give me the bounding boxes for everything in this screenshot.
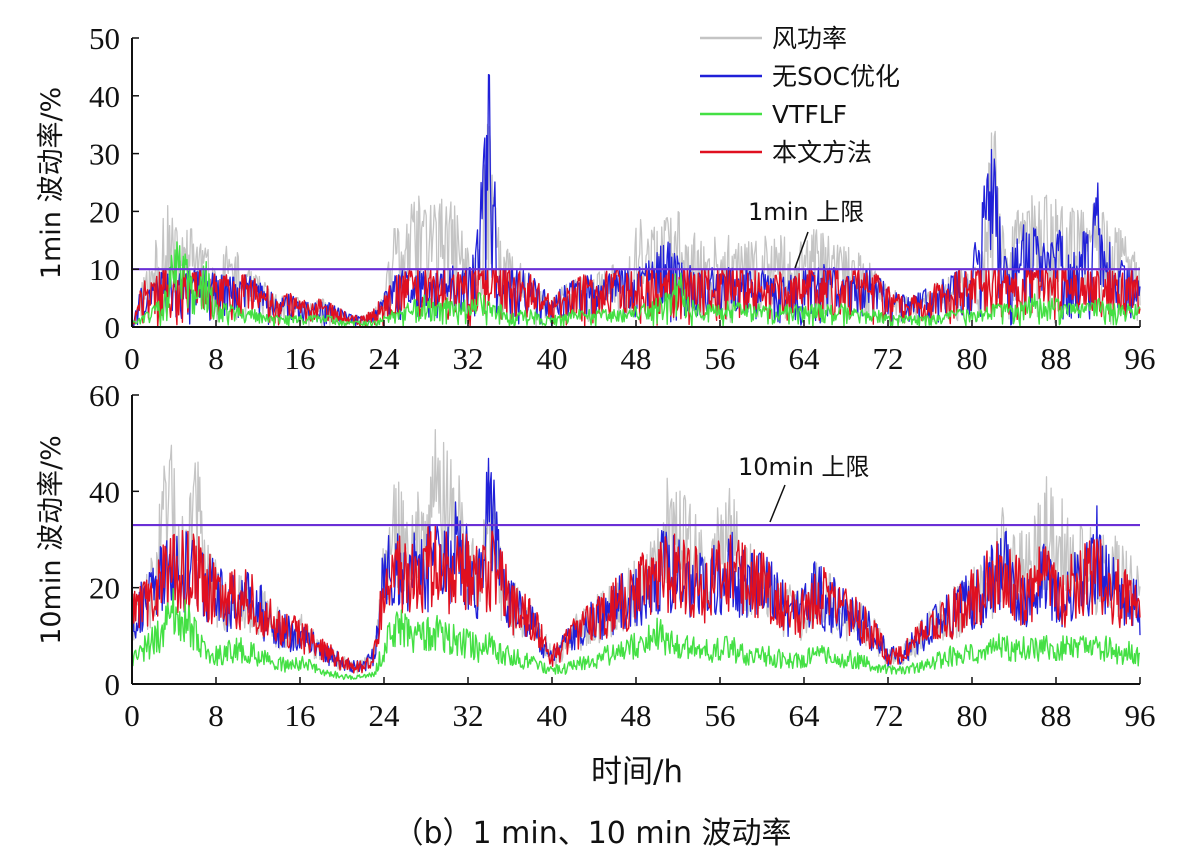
x-tick-label: 0 <box>124 341 140 376</box>
legend-label-proposed: 本文方法 <box>772 138 872 167</box>
x-tick-label: 8 <box>208 698 224 733</box>
x-axis-label: 时间/h <box>591 754 683 790</box>
y-tick-label: 60 <box>89 378 120 413</box>
y-tick-label: 20 <box>89 571 120 606</box>
x-tick-label: 48 <box>621 698 652 733</box>
x-tick-label: 96 <box>1125 341 1156 376</box>
x-tick-label: 16 <box>285 698 316 733</box>
y-tick-label: 20 <box>89 194 120 229</box>
limit-annotation-pointer-10min <box>769 484 786 523</box>
x-tick-label: 8 <box>208 341 224 376</box>
legend-label-wind: 风功率 <box>772 24 847 53</box>
x-tick-label: 80 <box>957 698 988 733</box>
y-tick-label: 0 <box>105 310 121 345</box>
x-tick-label: 88 <box>1041 698 1072 733</box>
x-tick-label: 96 <box>1125 698 1156 733</box>
y-tick-labels: 0 20 40 60 <box>89 378 120 702</box>
x-tick-label: 40 <box>537 698 568 733</box>
y-axis-label-1min: 1min 波动率/% <box>36 87 67 279</box>
limit-annotation-1min: 1min 上限 <box>748 198 864 226</box>
series-no_soc <box>131 457 1141 673</box>
series-proposed <box>131 525 1141 674</box>
y-tick-label: 50 <box>89 21 120 56</box>
y-tick-label: 10 <box>89 252 120 287</box>
x-tick-label: 0 <box>124 698 140 733</box>
axes <box>131 394 1141 685</box>
x-tick-label: 16 <box>285 341 316 376</box>
x-tick-label: 32 <box>453 698 484 733</box>
x-tick-label: 56 <box>705 698 736 733</box>
x-tick-label: 48 <box>621 341 652 376</box>
x-tick-label: 64 <box>789 698 821 733</box>
series-group <box>131 73 1141 328</box>
y-tick-label: 0 <box>105 667 121 702</box>
x-tick-label: 88 <box>1041 341 1072 376</box>
axes <box>131 37 1141 328</box>
x-tick-labels: 0 8 16 24 32 40 48 56 64 72 80 88 96 <box>124 341 1155 376</box>
series-no_soc <box>131 73 1141 328</box>
series-vtflf <box>131 241 1141 328</box>
chart-panel-1min: 0 8 16 24 32 40 48 56 64 72 80 88 96 0 10 20 30 40 50 1mi… <box>36 21 1156 376</box>
x-tick-label: 72 <box>873 341 904 376</box>
figure-caption: （b）1 min、10 min 波动率 <box>393 816 792 851</box>
x-tick-label: 64 <box>789 341 821 376</box>
legend-label-no_soc: 无SOC优化 <box>772 62 900 91</box>
y-tick-label: 40 <box>89 474 120 509</box>
y-tick-label: 30 <box>89 137 120 172</box>
y-tick-labels: 0 10 20 30 40 50 <box>89 21 120 345</box>
x-tick-label: 32 <box>453 341 484 376</box>
y-tick-label: 40 <box>89 79 120 114</box>
series-vtflf <box>131 587 1140 681</box>
chart-panel-10min: 0 8 16 24 32 40 48 56 64 72 80 88 96 0 20 40 60 10min 波… <box>36 378 1156 790</box>
x-tick-label: 56 <box>705 341 736 376</box>
limit-annotation-10min: 10min 上限 <box>738 453 869 481</box>
x-tick-label: 80 <box>957 341 988 376</box>
x-tick-label: 40 <box>537 341 568 376</box>
x-tick-labels: 0 8 16 24 32 40 48 56 64 72 80 88 96 <box>124 698 1155 733</box>
legend-label-vtflf: VTFLF <box>772 100 847 129</box>
series-proposed <box>131 268 1141 328</box>
y-axis-label-10min: 10min 波动率/% <box>36 435 67 645</box>
x-tick-label: 72 <box>873 698 904 733</box>
limit-annotation-pointer-1min <box>794 231 809 269</box>
x-tick-label: 24 <box>369 341 401 376</box>
series-group <box>131 429 1141 681</box>
x-tick-label: 24 <box>369 698 401 733</box>
